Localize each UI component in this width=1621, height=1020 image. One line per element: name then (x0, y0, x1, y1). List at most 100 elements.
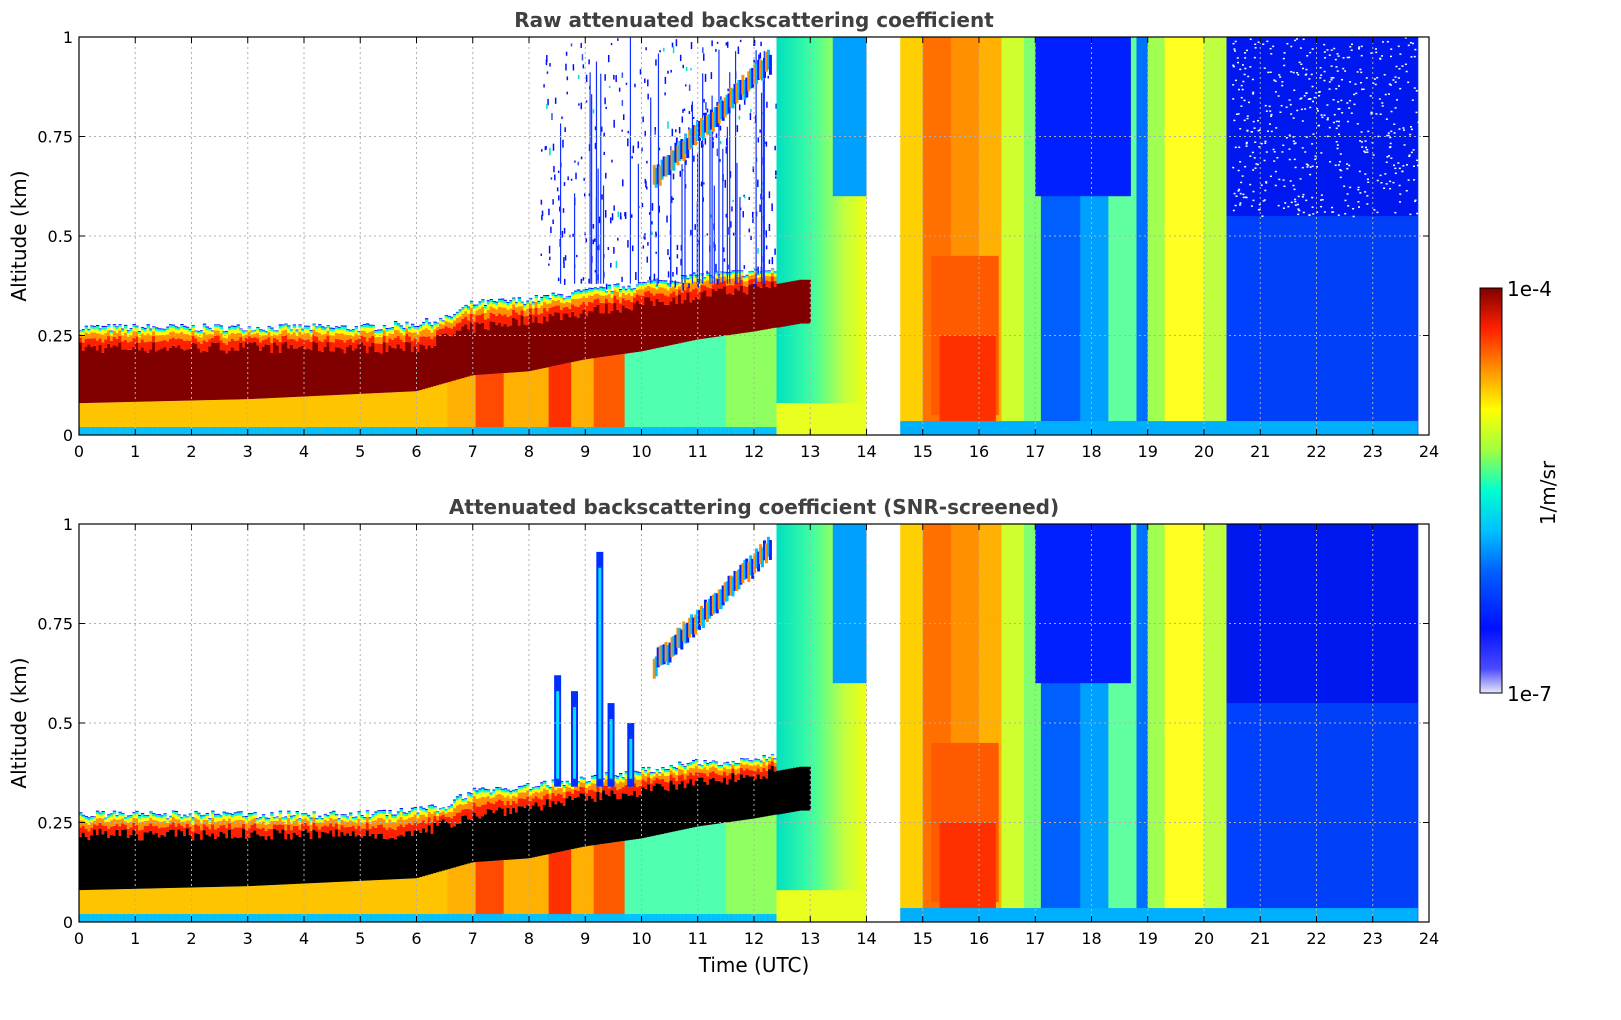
heatmap-cell (742, 292, 747, 333)
heatmap-cell (410, 323, 415, 325)
heatmap-cell (410, 808, 415, 812)
heatmap-cell (683, 769, 688, 774)
heatmap-cell (1309, 166, 1312, 168)
heatmap-cell (455, 323, 460, 331)
heatmap-cell (506, 309, 510, 317)
heatmap-cell (1399, 201, 1402, 203)
heatmap-cell (399, 391, 404, 435)
heatmap-cell (531, 302, 536, 305)
heatmap-cell (211, 330, 215, 333)
heatmap-cell (183, 326, 187, 330)
heatmap-cell (556, 187, 559, 192)
heatmap-cell (672, 767, 676, 768)
heatmap-cell (658, 205, 660, 213)
heatmap-cell (613, 786, 617, 794)
heatmap-cell (602, 843, 606, 922)
heatmap-cell (467, 329, 471, 377)
heatmap-cell (1296, 203, 1299, 206)
heatmap-cell (441, 870, 446, 922)
heatmap-cell (368, 324, 373, 326)
heatmap-cell (669, 765, 674, 768)
heatmap-cell (1389, 187, 1392, 190)
heatmap-cell (216, 335, 221, 343)
heatmap-cell (481, 427, 485, 435)
heatmap-cell (1279, 111, 1282, 113)
heatmap-cell (205, 427, 209, 435)
heatmap-cell (239, 328, 243, 330)
heatmap-cell (216, 814, 221, 818)
heatmap-cell (680, 914, 685, 922)
heatmap-cell (222, 833, 226, 887)
heatmap-cell (1326, 49, 1329, 51)
heatmap-cell (509, 372, 513, 435)
heatmap-cell (371, 815, 375, 818)
heatmap-cell (174, 327, 179, 330)
heatmap-cell (365, 393, 370, 435)
heatmap-cell (247, 342, 252, 400)
heatmap-cell (441, 814, 446, 820)
heatmap-cell (500, 326, 505, 374)
heatmap-cell (413, 830, 418, 879)
heatmap-cell (416, 812, 420, 814)
heatmap-cell (199, 427, 204, 435)
heatmap-cell (743, 99, 746, 105)
heatmap-cell (531, 914, 536, 922)
heatmap-cell (214, 325, 218, 328)
heatmap-cell (199, 823, 204, 831)
heatmap-cell (1387, 132, 1390, 134)
heatmap-cell (1233, 192, 1236, 195)
heatmap-cell (472, 787, 477, 789)
heatmap-cell (458, 914, 463, 922)
heatmap-cell (309, 914, 314, 922)
heatmap-cell (219, 820, 224, 826)
heatmap-cell (157, 821, 162, 829)
heatmap-cell (697, 339, 702, 435)
heatmap-cell (439, 810, 443, 813)
heatmap-cell (1398, 167, 1401, 170)
heatmap-cell (764, 51, 768, 72)
heatmap-cell (267, 332, 271, 338)
heatmap-cell (582, 778, 586, 781)
heatmap-cell (185, 340, 190, 350)
heatmap-cell (391, 817, 395, 823)
heatmap-cell (132, 812, 136, 815)
heatmap-cell (613, 295, 617, 304)
heatmap-cell (664, 76, 667, 84)
heatmap-cell (585, 297, 589, 306)
heatmap-cell (1383, 187, 1386, 190)
heatmap-cell (343, 914, 347, 922)
heatmap-cell (664, 775, 668, 782)
heatmap-cell (281, 819, 285, 822)
heatmap-cell (526, 796, 530, 806)
heatmap-cell (630, 289, 634, 292)
heatmap-cell (469, 300, 474, 302)
heatmap-cell (503, 299, 508, 301)
heatmap-cell (537, 785, 541, 787)
heatmap-cell (582, 846, 586, 922)
heatmap-cell (163, 401, 167, 435)
heatmap-cell (652, 283, 657, 289)
heatmap-cell (545, 311, 550, 322)
heatmap-cell (450, 319, 454, 324)
heatmap-cell (512, 309, 516, 318)
heatmap-cell (273, 817, 277, 819)
heatmap-cell (484, 312, 488, 320)
heatmap-cell (270, 398, 274, 435)
heatmap-cell (320, 395, 325, 435)
heatmap-cell (1344, 199, 1347, 202)
heatmap-cell (599, 799, 603, 845)
heatmap-cell (239, 886, 243, 922)
heatmap-cell (408, 814, 412, 818)
heatmap-cell (1320, 152, 1323, 154)
heatmap-cell (537, 856, 541, 922)
heatmap-cell (709, 275, 713, 277)
heatmap-cell (1362, 88, 1365, 91)
heatmap-cell (346, 833, 350, 882)
heatmap-cell (610, 294, 614, 298)
heatmap-cell (607, 285, 612, 289)
heatmap-cell (582, 359, 586, 435)
heatmap-cell (171, 327, 176, 332)
heatmap-cell (273, 332, 277, 335)
heatmap-cell (382, 813, 387, 820)
heatmap-cell (832, 37, 867, 197)
